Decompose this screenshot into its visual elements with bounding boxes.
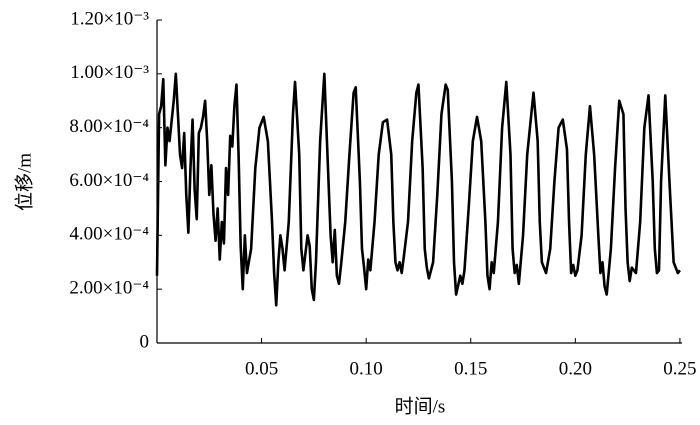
y-tick-label: 1.00×10⁻³ [70,62,149,83]
y-tick-label: 8.00×10⁻⁴ [69,116,149,137]
x-axis-label: 时间/s [395,395,446,417]
y-tick-label: 2.00×10⁻⁴ [69,278,149,299]
x-tick-label: 0.10 [350,358,383,379]
y-tick-label: 0 [140,331,150,352]
x-tick-label: 0.05 [245,358,278,379]
y-tick-label: 4.00×10⁻⁴ [69,224,149,245]
x-tick-label: 0.20 [559,358,592,379]
y-tick-label: 6.00×10⁻⁴ [69,170,149,191]
data-line [155,72,681,307]
y-axis-label: 位移/m [13,153,35,211]
y-tick-label: 1.20×10⁻³ [70,8,149,29]
x-tick-label: 0.15 [454,358,487,379]
x-tick-label: 0.25 [663,358,696,379]
